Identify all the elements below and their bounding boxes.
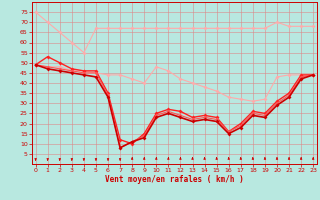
- X-axis label: Vent moyen/en rafales ( km/h ): Vent moyen/en rafales ( km/h ): [105, 175, 244, 184]
